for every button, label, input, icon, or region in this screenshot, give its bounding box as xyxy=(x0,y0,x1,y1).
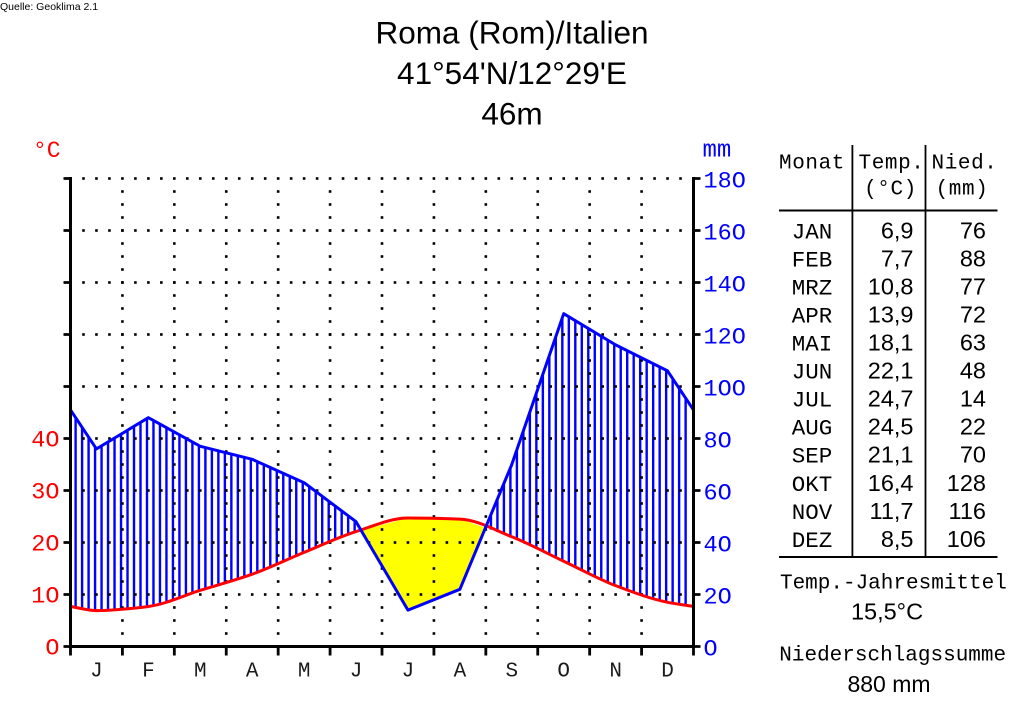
svg-text:4O: 4O xyxy=(31,428,59,455)
svg-text:J: J xyxy=(402,661,415,684)
svg-text:°C: °C xyxy=(33,138,61,164)
svg-text:14O: 14O xyxy=(704,273,746,300)
svg-text:SEP: SEP xyxy=(792,444,833,470)
svg-text:Niederschlagssumme: Niederschlagssumme xyxy=(779,644,1006,667)
svg-text:106: 106 xyxy=(947,526,986,552)
svg-text:16,4: 16,4 xyxy=(868,470,914,496)
svg-text:88: 88 xyxy=(960,245,986,271)
svg-text:F: F xyxy=(142,661,155,684)
svg-text:880 mm: 880 mm xyxy=(847,671,930,697)
svg-text:8O: 8O xyxy=(704,429,732,456)
svg-text:13,9: 13,9 xyxy=(868,301,914,327)
svg-text:14: 14 xyxy=(960,386,986,412)
svg-text:70: 70 xyxy=(960,442,986,468)
svg-text:N: N xyxy=(609,661,622,684)
svg-text:3O: 3O xyxy=(31,480,59,507)
svg-text:Temp.: Temp. xyxy=(859,152,925,175)
svg-text:NOV: NOV xyxy=(792,500,833,526)
svg-text:Quelle: Geoklima 2.1: Quelle: Geoklima 2.1 xyxy=(0,1,98,13)
svg-text:mm: mm xyxy=(703,138,732,165)
svg-text:2O: 2O xyxy=(31,532,59,559)
svg-text:MRZ: MRZ xyxy=(792,275,833,301)
svg-text:Nied.: Nied. xyxy=(932,152,998,175)
svg-text:41°54'N/12°29'E: 41°54'N/12°29'E xyxy=(397,55,627,91)
svg-text:16O: 16O xyxy=(704,221,746,248)
svg-text:Temp.-Jahresmittel: Temp.-Jahresmittel xyxy=(780,573,1007,596)
svg-text:8,5: 8,5 xyxy=(881,526,914,552)
svg-text:O: O xyxy=(557,661,570,684)
svg-text:FEB: FEB xyxy=(792,247,833,273)
svg-text:12O: 12O xyxy=(704,325,746,352)
svg-text:128: 128 xyxy=(947,470,986,496)
svg-text:7,7: 7,7 xyxy=(881,245,914,271)
svg-text:D: D xyxy=(661,661,674,684)
svg-text:JAN: JAN xyxy=(792,219,833,245)
svg-text:1O: 1O xyxy=(31,584,59,611)
svg-text:OKT: OKT xyxy=(792,472,833,498)
svg-text:22: 22 xyxy=(960,414,986,440)
svg-text:116: 116 xyxy=(949,498,986,524)
svg-text:DEZ: DEZ xyxy=(792,528,833,554)
svg-text:24,7: 24,7 xyxy=(868,386,914,412)
svg-text:AUG: AUG xyxy=(792,416,833,442)
svg-text:6O: 6O xyxy=(704,481,732,508)
svg-text:2O: 2O xyxy=(704,585,732,612)
svg-text:O: O xyxy=(45,636,59,663)
svg-text:O: O xyxy=(704,637,718,664)
svg-text:10,8: 10,8 xyxy=(868,273,914,299)
svg-text:22,1: 22,1 xyxy=(868,358,914,384)
svg-text:24,5: 24,5 xyxy=(868,414,914,440)
svg-text:Roma (Rom)/Italien: Roma (Rom)/Italien xyxy=(375,14,648,50)
svg-text:6,9: 6,9 xyxy=(881,217,914,243)
svg-text:63: 63 xyxy=(960,330,986,356)
svg-text:72: 72 xyxy=(960,301,986,327)
svg-text:48: 48 xyxy=(960,358,986,384)
svg-text:21,1: 21,1 xyxy=(868,442,914,468)
svg-text:11,7: 11,7 xyxy=(870,498,914,524)
svg-text:1OO: 1OO xyxy=(704,377,746,404)
svg-text:APR: APR xyxy=(792,303,833,329)
svg-text:18O: 18O xyxy=(704,169,746,196)
svg-text:MAI: MAI xyxy=(792,332,833,358)
svg-text:JUL: JUL xyxy=(792,388,833,414)
svg-text:JUN: JUN xyxy=(792,360,833,386)
svg-text:(°C): (°C) xyxy=(864,179,917,202)
svg-text:76: 76 xyxy=(960,217,986,243)
svg-text:(mm): (mm) xyxy=(936,179,989,202)
svg-text:46m: 46m xyxy=(481,95,542,131)
svg-text:J: J xyxy=(350,661,363,684)
svg-text:4O: 4O xyxy=(704,533,732,560)
svg-text:18,1: 18,1 xyxy=(868,330,914,356)
svg-text:J: J xyxy=(90,661,103,684)
svg-text:15,5°C: 15,5°C xyxy=(851,598,923,624)
svg-text:77: 77 xyxy=(960,273,986,299)
svg-text:M: M xyxy=(298,661,311,684)
svg-text:A: A xyxy=(454,661,467,684)
svg-text:A: A xyxy=(246,661,259,684)
svg-text:Monat: Monat xyxy=(779,152,845,175)
svg-text:M: M xyxy=(194,661,207,684)
svg-text:S: S xyxy=(505,661,518,684)
